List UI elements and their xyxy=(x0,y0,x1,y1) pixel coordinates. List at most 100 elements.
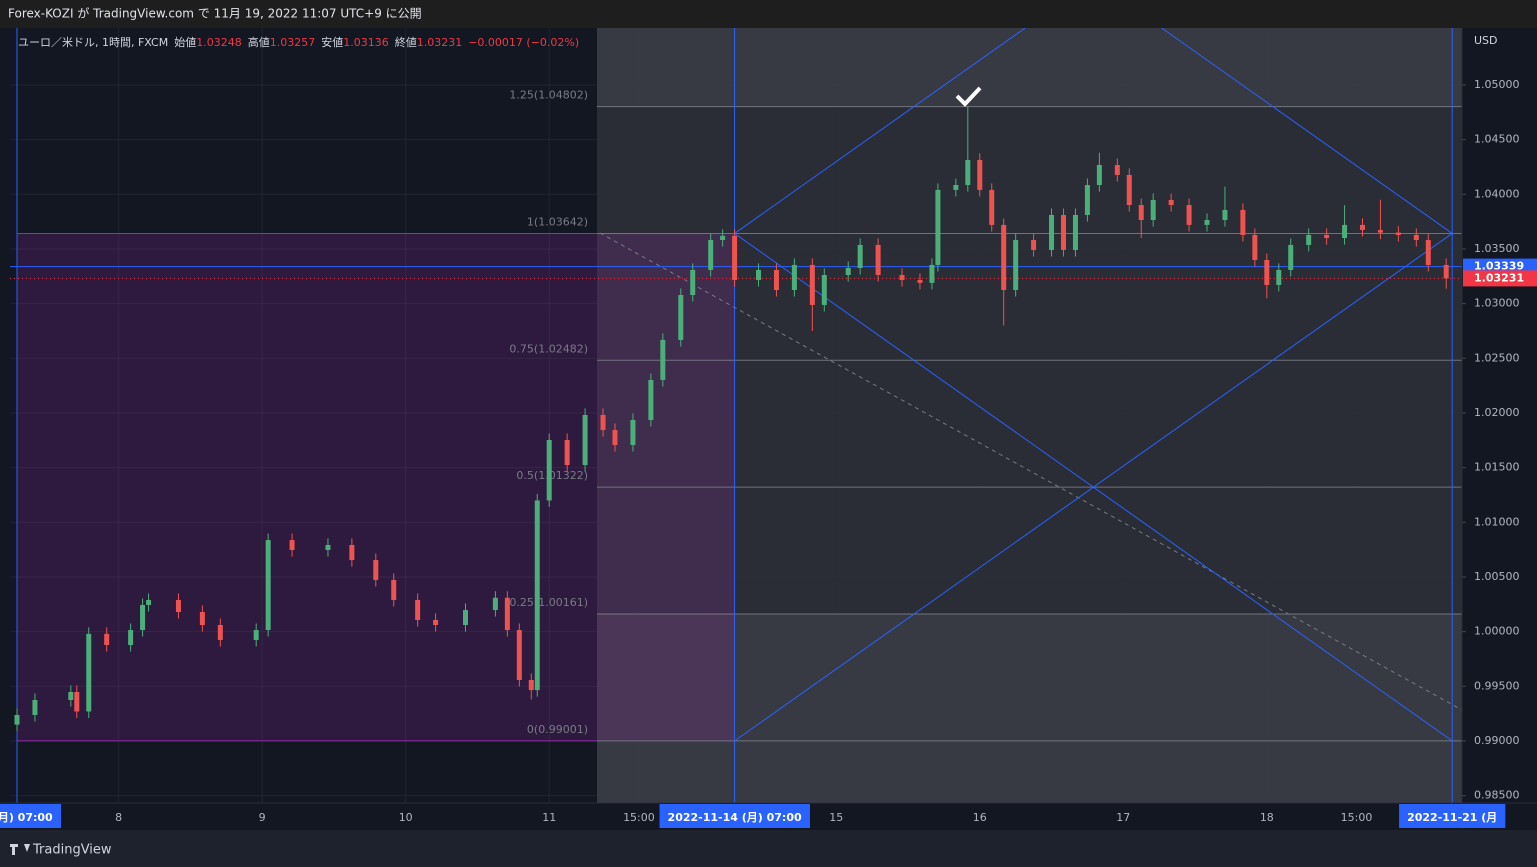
candle-body xyxy=(1264,260,1270,285)
candle-body xyxy=(1186,205,1192,225)
zones: 1.25(1.04802) 1(1.03642) 0.75(1.02482) 0.5(… xyxy=(16,28,1462,803)
candle-body xyxy=(1240,209,1246,235)
candle-body xyxy=(756,269,762,281)
candle-body xyxy=(128,630,134,646)
candle-body xyxy=(720,235,726,241)
price-tag-label: 1.03339 xyxy=(1474,260,1524,273)
candle-body xyxy=(935,189,941,265)
pattern-line xyxy=(734,233,1453,742)
candle-body xyxy=(325,544,331,550)
candle-body xyxy=(217,624,223,640)
candle-body xyxy=(1288,244,1294,270)
candle-body xyxy=(1138,205,1144,221)
candle-body xyxy=(1072,214,1078,250)
x-tick-label: 17 xyxy=(1116,811,1130,824)
candle-body xyxy=(630,419,636,446)
candle-body xyxy=(791,264,797,290)
y-tick-label: 1.02000 xyxy=(1474,406,1520,419)
candle-body xyxy=(660,339,666,380)
x-tick-box xyxy=(1399,804,1506,828)
candle-body xyxy=(1377,229,1383,233)
candle-body xyxy=(492,597,498,611)
candle-body xyxy=(732,235,738,281)
pattern-line xyxy=(734,28,1026,234)
header-bar xyxy=(0,0,1537,28)
candle-body xyxy=(1252,234,1258,261)
currency: USD xyxy=(1474,34,1498,47)
x-tick-box xyxy=(659,804,810,828)
candle-body xyxy=(1324,234,1330,239)
candle-body xyxy=(690,269,696,296)
candle-body xyxy=(1126,174,1132,206)
fib-label: 0(0.99001) xyxy=(527,723,588,736)
candle-body xyxy=(1359,224,1365,230)
y-tick-label: 1.01500 xyxy=(1474,461,1520,474)
candle-body xyxy=(32,700,38,715)
candle-body xyxy=(1222,209,1228,221)
legend-text: ユーロ／米ドル, 1時間, FXCM xyxy=(18,36,169,49)
x-tick-label: 16 xyxy=(973,811,987,824)
candle-body xyxy=(773,269,779,290)
legend-text: 安値 xyxy=(321,36,344,49)
y-tick-label: 0.98500 xyxy=(1474,789,1520,802)
candle-body xyxy=(1425,240,1431,265)
candle-body xyxy=(845,268,851,275)
x-tick-label: 9 xyxy=(259,811,266,824)
x-tick-box xyxy=(0,804,62,828)
y-tick-label: 1.00000 xyxy=(1474,625,1520,638)
candle-body xyxy=(977,159,983,190)
candle-body xyxy=(175,599,181,612)
range-shade xyxy=(597,28,1462,803)
header-text: Forex-KOZI が TradingView.com で 11月 19, 2… xyxy=(8,6,422,21)
candle-body xyxy=(1001,224,1007,290)
footer-logo: TradingView xyxy=(32,843,112,858)
candle-body xyxy=(265,540,271,631)
legend: ユーロ／米ドル, 1時間, FXCM 始値1.03248 高値1.03257 安値1.… xyxy=(18,34,579,50)
candle-body xyxy=(1276,269,1282,285)
candle-body xyxy=(253,630,259,640)
legend-text: 1.03248 xyxy=(196,36,242,49)
candle-body xyxy=(953,185,959,190)
candle-body xyxy=(989,189,995,225)
price-tag xyxy=(1463,270,1537,287)
check-icon xyxy=(955,86,982,107)
candle-body xyxy=(612,430,618,446)
candle-body xyxy=(68,692,74,701)
candle-body xyxy=(648,379,654,420)
logo-icon xyxy=(10,844,30,855)
legend-text: 終値 xyxy=(394,36,417,49)
candle-body xyxy=(1049,214,1055,250)
x-tick-label: 7 (月) 07:00 xyxy=(0,811,53,824)
candle-body xyxy=(965,159,971,186)
candle-body xyxy=(1168,199,1174,206)
candle-body xyxy=(582,414,588,466)
legend-text: 1.03257 xyxy=(269,36,316,49)
y-tick-label: 1.04500 xyxy=(1474,133,1520,146)
candle-body xyxy=(415,599,421,620)
candle-body xyxy=(528,679,534,691)
candle-body xyxy=(1096,165,1102,186)
fib-label: 0.5(1.01322) xyxy=(516,469,588,482)
candle-body xyxy=(809,264,815,305)
candle-body xyxy=(1031,240,1037,250)
candle-body xyxy=(1013,240,1019,290)
fib-label: 0.25(1.00161) xyxy=(509,596,588,609)
y-tick-label: 0.99000 xyxy=(1474,734,1520,747)
candle-body xyxy=(678,295,684,340)
candle-body xyxy=(1084,185,1090,215)
candle-body xyxy=(462,610,468,625)
fib-zone-top xyxy=(597,28,1462,107)
legend-text: −0.00017 (−0.02%) xyxy=(468,36,580,49)
candle-body xyxy=(104,633,110,646)
x-tick-label: 11 xyxy=(542,811,556,824)
candle-body xyxy=(373,560,379,580)
candle-body xyxy=(146,599,152,605)
fib-label: 0.75(1.02482) xyxy=(509,342,588,355)
candle-body xyxy=(86,633,92,712)
candle-body xyxy=(1204,220,1210,225)
legend-text: 高値 xyxy=(247,36,270,49)
x-tick-label: 2022-11-21 (月 xyxy=(1407,811,1497,824)
candle-body xyxy=(534,500,540,691)
x-tick-label: 10 xyxy=(399,811,413,824)
